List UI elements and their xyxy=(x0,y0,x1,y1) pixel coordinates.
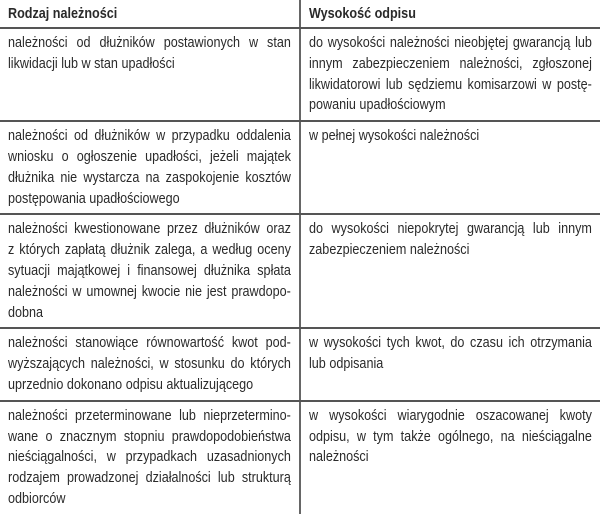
header-amount-label: Wysokość odpisu xyxy=(309,5,416,22)
cell-amount-text: do wysokości należności nieobjętej gwara… xyxy=(309,29,592,120)
cell-amount-text: w wysokości wiarygodnie oszacowanej kwot… xyxy=(309,402,592,472)
cell-amount: w pełnej wysokości należności xyxy=(300,121,600,216)
cell-amount: do wysokości niepokrytej gwarancją lub i… xyxy=(300,214,600,330)
cell-type-text: należności kwestionowane przez dłużników… xyxy=(8,215,291,327)
text-line: postępowania upadłościowego xyxy=(8,189,180,207)
table-row: należności przeterminowane lub nieprzete… xyxy=(0,400,600,514)
text-line: nieściągalności, w przypadkach uzasadnio… xyxy=(8,448,291,466)
table-row: należności od dłużników postawionych w s… xyxy=(0,28,600,123)
text-line: innym zabezpieczeniem należności, zgłosz… xyxy=(309,54,592,72)
text-line: odpisu, w tym także ogólnego, na nieścią… xyxy=(309,427,592,445)
text-line: w wysokości tych kwot, do czasu ich otrz… xyxy=(309,334,592,352)
cell-amount-text: w wysokości tych kwot, do czasu ich otrz… xyxy=(309,329,592,379)
text-line: należności xyxy=(309,448,369,466)
cell-type: należności od dłużników postawionych w s… xyxy=(0,28,301,123)
text-line: sytuacji majątkowej i finansowej dłużnik… xyxy=(8,261,291,279)
cell-type-text: należności stanowiące równowartość kwot … xyxy=(8,329,291,399)
table-row: należności stanowiące równowartość kwot … xyxy=(0,328,600,402)
text-line: likwidacji lub w stan upadłości xyxy=(8,54,175,72)
text-line: wane o znacznym stopniu prawdopodobieńst… xyxy=(8,427,291,445)
text-line: dłużnika nie wystarcza na zaspokojenie k… xyxy=(8,168,291,186)
text-line: należności w umownej kwocie nie jest pra… xyxy=(8,282,291,300)
text-line: likwidatorowi lub sędziemu komisarzowi w… xyxy=(309,75,592,93)
text-line: uprzednio dokonano odpisu aktualizująceg… xyxy=(8,375,254,393)
text-line: lub odpisania xyxy=(309,355,384,373)
header-type: Rodzaj należności xyxy=(0,0,301,29)
text-line: w pełnej wysokości należności xyxy=(309,127,480,145)
cell-amount-text: w pełnej wysokości należności xyxy=(309,122,592,151)
header-type-label: Rodzaj należności xyxy=(8,5,118,22)
text-line: wyższających należności, w stosunku do k… xyxy=(8,355,291,373)
text-line: do wysokości należności nieobjętej gwara… xyxy=(309,34,592,51)
cell-type-text: należności przeterminowane lub nieprzete… xyxy=(8,402,291,514)
text-line: dobna xyxy=(8,303,44,321)
cell-amount-text: do wysokości niepokrytej gwarancją lub i… xyxy=(309,215,592,265)
text-line: odbiorców xyxy=(8,489,66,507)
cell-type: należności przeterminowane lub nieprzete… xyxy=(0,400,301,514)
text-line: do wysokości niepokrytej gwarancją lub i… xyxy=(309,220,592,238)
text-line: należności od dłużników postawionych w s… xyxy=(8,34,291,51)
text-line: należności od dłużników w przypadku odda… xyxy=(8,127,291,145)
text-line: powaniu upadłościowym xyxy=(309,96,446,114)
text-line: z których zapłatą dłużnik zalega, a wedł… xyxy=(8,241,291,259)
cell-type-text: należności od dłużników postawionych w s… xyxy=(8,29,291,79)
text-line: w wysokości wiarygodnie oszacowanej kwot… xyxy=(309,406,592,424)
cell-type: należności od dłużników w przypadku odda… xyxy=(0,121,301,216)
header-row: Rodzaj należności Wysokość odpisu xyxy=(0,0,600,29)
text-line: wniosku o ogłoszenie upadłości, jeżeli m… xyxy=(8,147,291,165)
text-line: należności stanowiące równowartość kwot … xyxy=(8,334,291,352)
text-line: zabezpieczeniem należności xyxy=(309,241,470,259)
cell-amount: w wysokości tych kwot, do czasu ich otrz… xyxy=(300,328,600,402)
cell-type: należności kwestionowane przez dłużników… xyxy=(0,214,301,330)
table-row: należności od dłużników w przypadku odda… xyxy=(0,121,600,216)
cell-amount: do wysokości należności nieobjętej gwara… xyxy=(300,28,600,123)
header-amount: Wysokość odpisu xyxy=(300,0,600,29)
cell-type-text: należności od dłużników w przypadku odda… xyxy=(8,122,291,213)
text-line: należności kwestionowane przez dłużników… xyxy=(8,220,291,238)
text-line: należności przeterminowane lub nieprzete… xyxy=(8,406,291,424)
table-row: należności kwestionowane przez dłużników… xyxy=(0,214,600,330)
text-line: rodzajem prowadzonej działalności lub st… xyxy=(8,469,291,487)
cell-amount: w wysokości wiarygodnie oszacowanej kwot… xyxy=(300,401,600,514)
cell-type: należności stanowiące równowartość kwot … xyxy=(0,328,301,402)
